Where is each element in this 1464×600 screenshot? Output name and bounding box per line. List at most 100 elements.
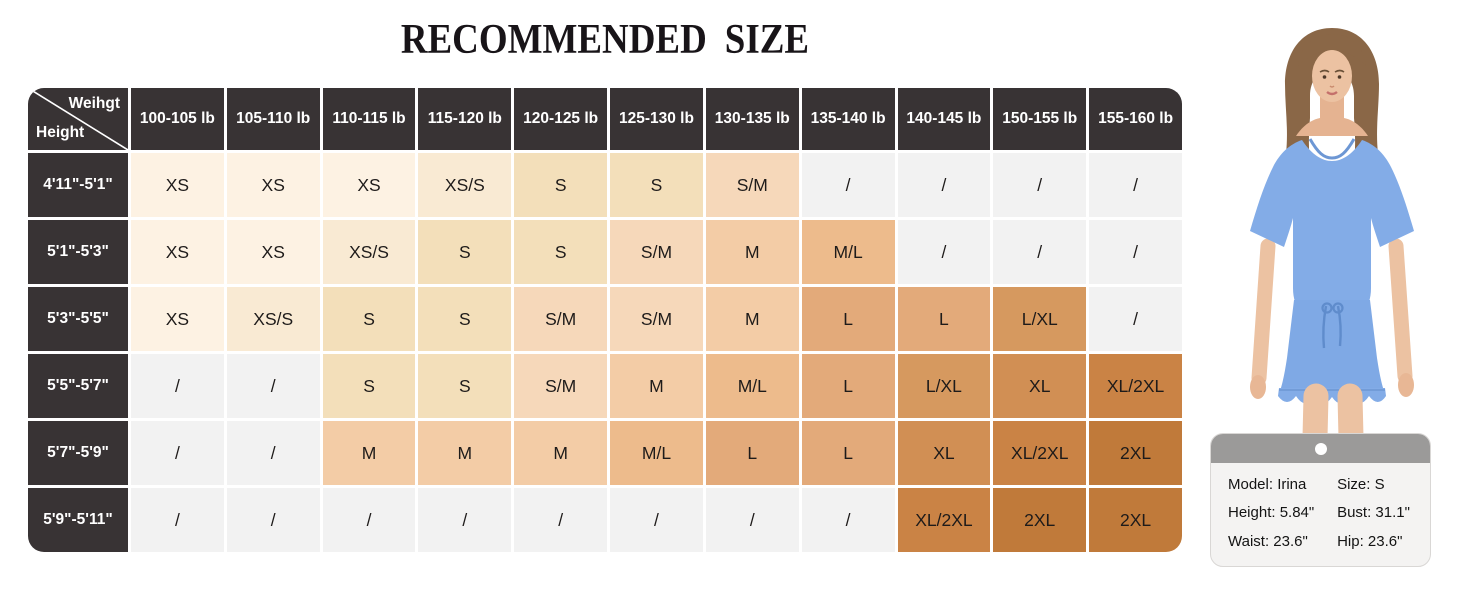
model-name: Model: Irina (1228, 476, 1307, 493)
height-row-header: 5'1"-5'3" (28, 220, 128, 284)
size-cell: XL (897, 421, 991, 485)
weight-column-header: 155-160 lb (1089, 88, 1182, 150)
weight-column-header: 140-145 lb (897, 88, 991, 150)
weight-column-header: 135-140 lb (801, 88, 895, 150)
size-recommendation-table: Weihgt Height 100-105 lb 105-110 lb 110-11… (25, 85, 1185, 555)
model-waist: Waist: 23.6" (1228, 532, 1308, 550)
page-title-wrap: RECOMMENDED SIZE (0, 16, 1210, 64)
size-cell: S (610, 153, 703, 217)
size-cell-empty: / (1089, 287, 1182, 351)
size-cell: M (610, 354, 703, 418)
nose (1329, 85, 1335, 88)
height-row-header: 5'9"-5'11" (28, 488, 128, 552)
diagonal-divider-line (28, 88, 128, 150)
model-hip: Hip: 23.6" (1337, 532, 1403, 550)
size-cell: XS/S (418, 153, 512, 217)
neck-skin (1296, 96, 1368, 136)
size-cell: XS (226, 220, 320, 284)
size-cell: M (418, 421, 512, 485)
weight-column-header: 125-130 lb (610, 88, 703, 150)
model-size: Size: S (1337, 476, 1385, 493)
height-row-header: 5'7"-5'9" (28, 421, 128, 485)
size-cell-empty: / (322, 488, 416, 552)
size-cell-empty: / (226, 354, 320, 418)
weight-column-header: 110-115 lb (322, 88, 416, 150)
weight-column-header: 150-155 lb (993, 88, 1087, 150)
size-cell: M (705, 287, 799, 351)
size-cell: L/XL (993, 287, 1087, 351)
weight-column-header: 120-125 lb (514, 88, 608, 150)
card-header-strip (1211, 434, 1430, 463)
size-cell: L/XL (897, 354, 991, 418)
size-table-row: 5'7"-5'9" / / M M M M/L L L XL XL/2XL 2XL (28, 421, 1182, 485)
size-cell-empty: / (418, 488, 512, 552)
size-table-row: 4'11"-5'1" XS XS XS XS/S S S S/M / / / / (28, 153, 1182, 217)
right-hand (1398, 373, 1414, 397)
size-cell: L (801, 421, 895, 485)
pajama-shorts (1280, 300, 1384, 391)
size-cell-empty: / (1089, 220, 1182, 284)
model-bust: Bust: 31.1" (1337, 504, 1410, 522)
size-cell-empty: / (993, 153, 1087, 217)
size-cell-empty: / (131, 488, 224, 552)
size-cell: M/L (705, 354, 799, 418)
size-cell-empty: / (1089, 153, 1182, 217)
size-cell: XS (131, 220, 224, 284)
card-hole-icon (1314, 443, 1327, 455)
left-eye (1322, 75, 1327, 79)
drawstring-bow-left (1321, 302, 1333, 314)
drawstring-left (1322, 305, 1328, 349)
size-cell: L (801, 287, 895, 351)
size-cell: S/M (514, 287, 608, 351)
size-cell-empty: / (514, 488, 608, 552)
size-cell-empty: / (131, 421, 224, 485)
size-cell-empty: / (897, 153, 991, 217)
size-cell-empty: / (705, 488, 799, 552)
size-cell: XL/2XL (1089, 354, 1182, 418)
weight-header-row: Weihgt Height 100-105 lb 105-110 lb 110-11… (28, 88, 1182, 150)
size-cell: XL (993, 354, 1087, 418)
size-cell-empty: / (801, 153, 895, 217)
pajama-top (1250, 140, 1414, 310)
lips (1326, 91, 1338, 96)
model-height: Height: 5.84" (1228, 504, 1315, 522)
size-cell: XS (226, 153, 320, 217)
size-cell: S (322, 287, 416, 351)
size-cell: XS/S (322, 220, 416, 284)
height-row-header: 5'3"-5'5" (28, 287, 128, 351)
size-cell: 2XL (1089, 421, 1182, 485)
size-table-row: 5'3"-5'5" XS XS/S S S S/M S/M M L L L/XL / (28, 287, 1182, 351)
corner-header-cell: Weihgt Height (28, 88, 128, 150)
size-table-row: 5'1"-5'3" XS XS XS/S S S S/M M M/L / / / (28, 220, 1182, 284)
size-cell: M/L (801, 220, 895, 284)
size-cell: 2XL (1089, 488, 1182, 552)
size-cell-empty: / (610, 488, 703, 552)
size-cell-empty: / (897, 220, 991, 284)
size-cell: S (514, 153, 608, 217)
size-cell: S (418, 287, 512, 351)
hair-fringe (1298, 34, 1366, 66)
model-info-card: Model: Irina Size: S Height: 5.84" Bust:… (1210, 433, 1431, 567)
size-cell: XS/S (226, 287, 320, 351)
drawstring-bow-right (1332, 302, 1344, 314)
left-eyebrow (1319, 69, 1330, 73)
weight-column-header: 130-135 lb (705, 88, 799, 150)
weight-column-header: 100-105 lb (131, 88, 224, 150)
size-cell-empty: / (993, 220, 1087, 284)
weight-column-header: 105-110 lb (226, 88, 320, 150)
size-cell-empty: / (226, 421, 320, 485)
size-cell: XL/2XL (897, 488, 991, 552)
right-eye (1337, 75, 1342, 79)
size-table-row: 5'9"-5'11" / / / / / / / / XL/2XL 2XL 2XL (28, 488, 1182, 552)
model-measurements: Model: Irina Size: S Height: 5.84" Bust:… (1211, 463, 1430, 550)
collar-seam (1308, 138, 1356, 160)
size-cell: XL/2XL (993, 421, 1087, 485)
size-cell: S/M (514, 354, 608, 418)
size-cell: XS (131, 153, 224, 217)
size-cell: M (514, 421, 608, 485)
weight-column-header: 115-120 lb (418, 88, 512, 150)
corner-height-label: Height (36, 124, 85, 141)
size-cell-empty: / (801, 488, 895, 552)
size-cell: M/L (610, 421, 703, 485)
